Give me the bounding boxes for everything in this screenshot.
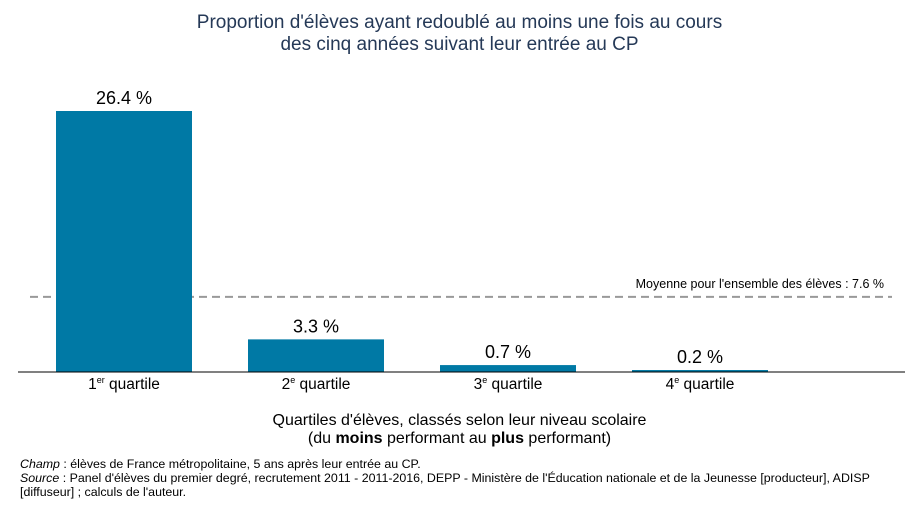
bar-2 (248, 339, 384, 372)
x-tick-label-3: 3e quartile (474, 375, 543, 393)
bar-value-label-2: 3.3 % (293, 316, 339, 336)
source-note: Source : Panel d'élèves du premier degré… (20, 471, 870, 500)
x-tick-label-1: 1er quartile (88, 375, 160, 393)
x-tick-label-2: 2e quartile (282, 375, 351, 393)
chart-notes: Champ : élèves de France métropolitaine,… (20, 457, 910, 500)
chart-title-line-2: des cinq années suivant leur entrée au C… (280, 34, 639, 55)
bar-3 (440, 365, 576, 372)
chart-title: Proportion d'élèves ayant redoublé au mo… (0, 12, 919, 56)
x-axis-title-line-2: (du moins performant au plus performant) (307, 430, 612, 447)
bar-4 (632, 370, 768, 372)
champ-note: Champ : élèves de France métropolitaine,… (20, 457, 421, 471)
x-axis-title: Quartiles d'élèves, classés selon leur n… (0, 412, 919, 448)
bar-value-label-3: 0.7 % (485, 342, 531, 362)
x-tick-label-4: 4e quartile (666, 375, 735, 393)
bar-value-label-1: 26.4 % (96, 88, 152, 108)
bar-value-label-4: 0.2 % (677, 347, 723, 367)
chart-title-line-1: Proportion d'élèves ayant redoublé au mo… (196, 12, 723, 33)
bar-1 (56, 111, 192, 372)
x-axis-title-line-1: Quartiles d'élèves, classés selon leur n… (272, 412, 647, 429)
average-reference-label: Moyenne pour l'ensemble des élèves : 7.6… (636, 277, 884, 291)
